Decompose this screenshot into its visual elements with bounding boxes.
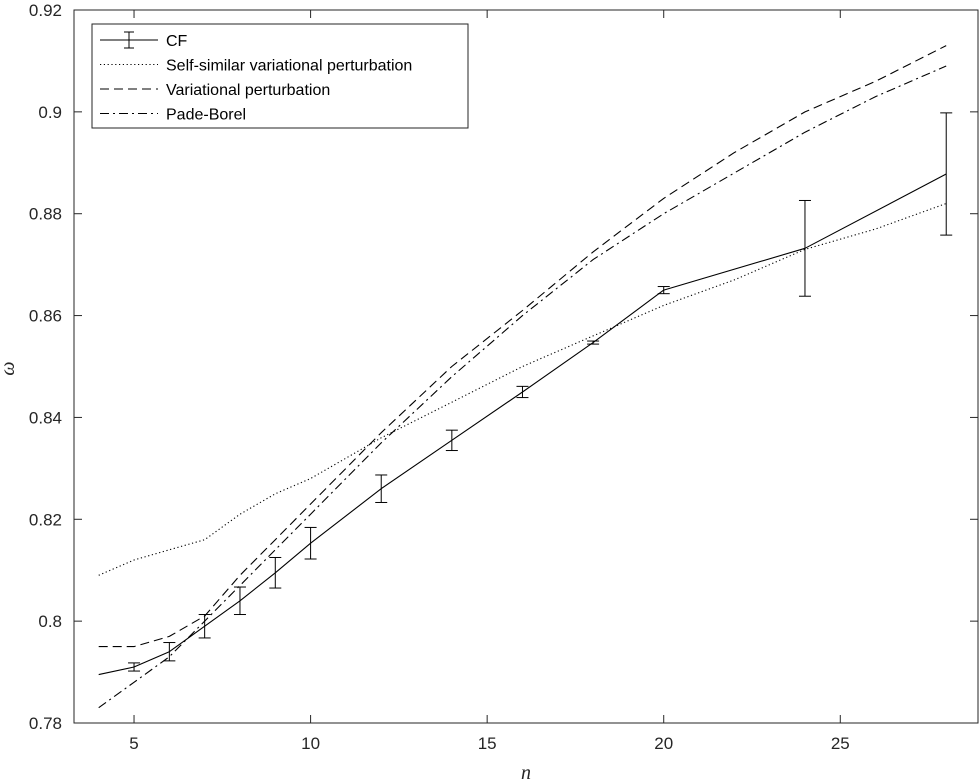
series-line	[98, 202, 947, 576]
legend: CF Self-similar variational perturbation V…	[91, 23, 469, 129]
y-tick-label: 0.9	[38, 103, 62, 122]
series-line	[98, 173, 947, 676]
legend-label: CF	[166, 33, 188, 50]
x-axis-label: n	[521, 762, 531, 782]
axis-ticks: 5 10 15 20 25 0.78 0.8 0.82 0.84 0.86 0.88 0.9 0.92	[29, 1, 978, 753]
series-cf	[98, 112, 953, 676]
x-tick-label: 20	[654, 734, 673, 753]
series-pade-borel	[98, 65, 947, 709]
series-layer	[98, 45, 953, 709]
series-line	[98, 45, 947, 648]
y-tick-label: 0.88	[29, 205, 62, 224]
x-tick-label: 10	[301, 734, 320, 753]
legend-label: Pade-Borel	[166, 107, 246, 124]
y-tick-label: 0.84	[29, 408, 62, 427]
y-tick-label: 0.78	[29, 714, 62, 733]
series-line	[98, 65, 947, 709]
y-tick-label: 0.82	[29, 510, 62, 529]
x-tick-label: 5	[129, 734, 138, 753]
x-tick-label: 15	[478, 734, 497, 753]
x-tick-label: 25	[831, 734, 850, 753]
legend-label: Variational perturbation	[166, 82, 330, 99]
y-axis-label: ω	[0, 361, 19, 375]
series-variational-perturbation	[98, 45, 947, 648]
plot-area	[73, 9, 979, 724]
legend-box	[91, 23, 469, 129]
legend-label: Self-similar variational perturbation	[166, 58, 412, 75]
y-tick-label: 0.8	[38, 612, 62, 631]
y-tick-label: 0.86	[29, 307, 62, 326]
series-self-similar-variational-perturbation	[98, 202, 947, 576]
y-tick-label: 0.92	[29, 1, 62, 20]
